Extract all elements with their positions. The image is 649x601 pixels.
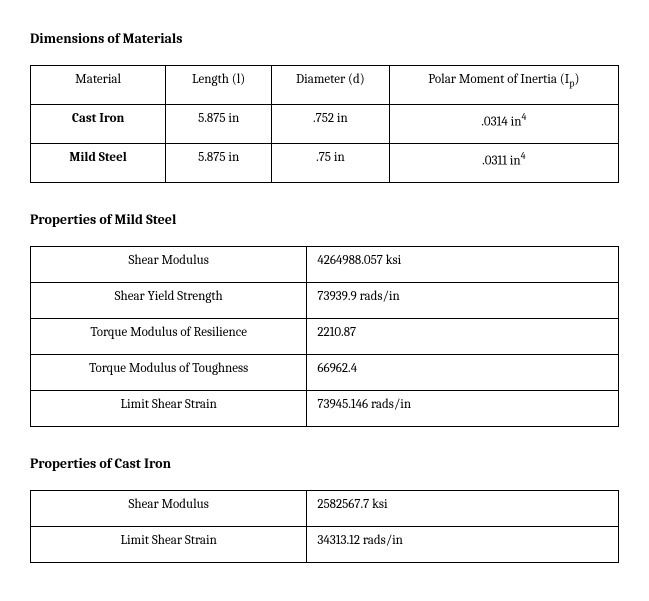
table-row: Cast Iron 5.875 in .752 in .0314 in4 bbox=[31, 104, 619, 143]
polar-post: ) bbox=[574, 72, 579, 87]
cell-length: 5.875 in bbox=[166, 143, 272, 182]
prop-value: 73945.146 rads/in bbox=[307, 391, 619, 427]
prop-value: 34313.12 rads/in bbox=[307, 527, 619, 563]
prop-label: Shear Yield Strength bbox=[31, 283, 307, 319]
cell-polar: .0311 in4 bbox=[389, 143, 618, 182]
cast-iron-table: Shear Modulus 2582567.7 ksi Limit Shear … bbox=[30, 490, 619, 563]
polar-val: .0314 in bbox=[481, 114, 521, 129]
prop-label: Limit Shear Strain bbox=[31, 527, 307, 563]
col-length: Length (l) bbox=[166, 66, 272, 105]
dimensions-title: Dimensions of Materials bbox=[30, 30, 619, 47]
table-header-row: Material Length (l) Diameter (d) Polar M… bbox=[31, 66, 619, 105]
cell-material: Mild Steel bbox=[31, 143, 166, 182]
table-row: Limit Shear Strain 34313.12 rads/in bbox=[31, 527, 619, 563]
prop-label: Torque Modulus of Resilience bbox=[31, 319, 307, 355]
polar-val: .0311 in bbox=[482, 153, 521, 168]
prop-value: 73939.9 rads/in bbox=[307, 283, 619, 319]
cast-iron-title: Properties of Cast Iron bbox=[30, 455, 619, 472]
prop-value: 2582567.7 ksi bbox=[307, 491, 619, 527]
prop-label: Limit Shear Strain bbox=[31, 391, 307, 427]
table-row: Mild Steel 5.875 in .75 in .0311 in4 bbox=[31, 143, 619, 182]
table-row: Limit Shear Strain 73945.146 rads/in bbox=[31, 391, 619, 427]
prop-label: Shear Modulus bbox=[31, 247, 307, 283]
prop-value: 2210.87 bbox=[307, 319, 619, 355]
cell-material: Cast Iron bbox=[31, 104, 166, 143]
prop-label: Torque Modulus of Toughness bbox=[31, 355, 307, 391]
dimensions-table: Material Length (l) Diameter (d) Polar M… bbox=[30, 65, 619, 183]
col-diameter: Diameter (d) bbox=[272, 66, 390, 105]
cell-diameter: .75 in bbox=[272, 143, 390, 182]
table-row: Shear Modulus 2582567.7 ksi bbox=[31, 491, 619, 527]
prop-label: Shear Modulus bbox=[31, 491, 307, 527]
cell-diameter: .752 in bbox=[272, 104, 390, 143]
table-row: Torque Modulus of Resilience 2210.87 bbox=[31, 319, 619, 355]
prop-value: 4264988.057 ksi bbox=[307, 247, 619, 283]
col-polar: Polar Moment of Inertia (Ip) bbox=[389, 66, 618, 105]
polar-pre: Polar Moment of Inertia (I bbox=[428, 72, 569, 87]
col-material: Material bbox=[31, 66, 166, 105]
mild-steel-table: Shear Modulus 4264988.057 ksi Shear Yiel… bbox=[30, 246, 619, 427]
prop-value: 66962.4 bbox=[307, 355, 619, 391]
polar-sup: 4 bbox=[521, 111, 526, 123]
mild-steel-title: Properties of Mild Steel bbox=[30, 211, 619, 228]
cell-polar: .0314 in4 bbox=[389, 104, 618, 143]
cell-length: 5.875 in bbox=[166, 104, 272, 143]
table-row: Shear Yield Strength 73939.9 rads/in bbox=[31, 283, 619, 319]
table-row: Torque Modulus of Toughness 66962.4 bbox=[31, 355, 619, 391]
polar-sup: 4 bbox=[521, 150, 526, 162]
table-row: Shear Modulus 4264988.057 ksi bbox=[31, 247, 619, 283]
